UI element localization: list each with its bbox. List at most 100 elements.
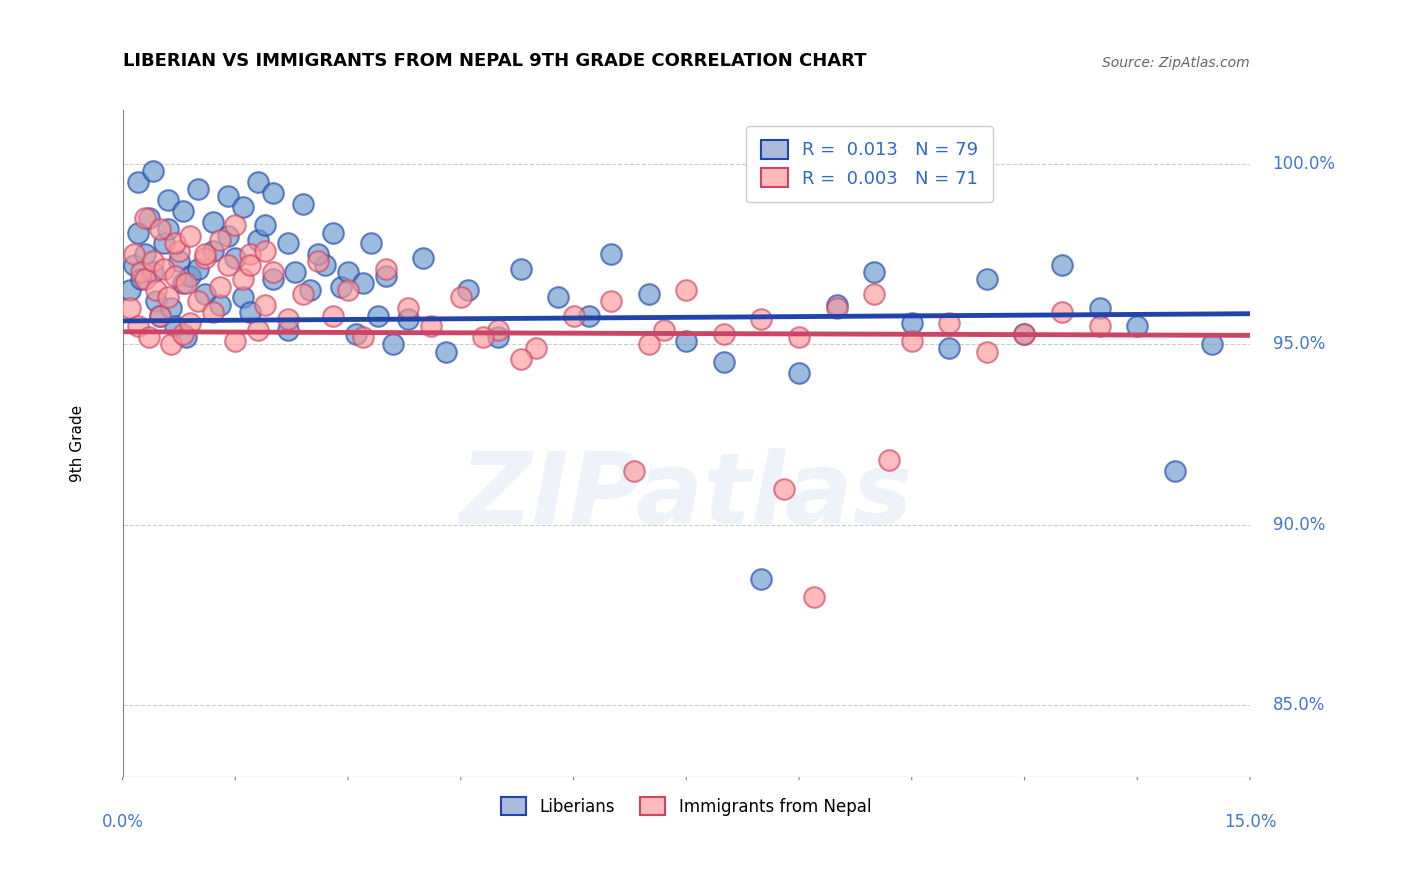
Point (120, 301, 142, 316)
Point (877, 452, 900, 467)
Point (122, 258, 145, 272)
Point (773, 482, 796, 496)
Point (1050, 258, 1073, 272)
Point (187, 261, 209, 276)
Point (172, 203, 194, 218)
Point (232, 200, 254, 214)
Point (486, 330, 509, 344)
Point (938, 316, 960, 330)
Point (344, 326, 367, 341)
Point (787, 366, 810, 380)
Point (145, 294, 167, 309)
Point (713, 355, 735, 369)
Point (396, 301, 419, 316)
Point (412, 251, 434, 265)
Point (217, 189, 239, 203)
Point (179, 229, 201, 244)
Point (277, 236, 299, 251)
Point (179, 316, 201, 330)
Point (172, 326, 194, 341)
Point (156, 290, 179, 304)
Point (524, 341, 547, 355)
Point (127, 175, 149, 189)
Point (142, 254, 165, 268)
Point (262, 186, 284, 200)
Point (187, 182, 209, 196)
Point (160, 337, 183, 351)
Point (138, 211, 160, 226)
Point (246, 323, 269, 337)
Point (246, 233, 269, 247)
Point (138, 330, 160, 344)
Point (291, 196, 314, 211)
Text: 0.0%: 0.0% (101, 814, 143, 831)
Text: LIBERIAN VS IMMIGRANTS FROM NEPAL 9TH GRADE CORRELATION CHART: LIBERIAN VS IMMIGRANTS FROM NEPAL 9TH GR… (122, 52, 866, 70)
Point (277, 323, 299, 337)
Point (562, 309, 585, 323)
Point (509, 351, 531, 366)
Text: 95.0%: 95.0% (1272, 335, 1324, 353)
Point (900, 334, 922, 348)
Point (751, 572, 773, 586)
Point (277, 312, 299, 326)
Point (284, 265, 307, 279)
Point (1201, 337, 1223, 351)
Point (315, 258, 337, 272)
Point (239, 305, 262, 319)
Point (863, 265, 886, 279)
Point (652, 323, 675, 337)
Point (232, 290, 254, 304)
Point (1014, 326, 1036, 341)
Point (825, 298, 848, 312)
Legend: R =  0.013   N = 79, R =  0.003   N = 71: R = 0.013 N = 79, R = 0.003 N = 71 (747, 126, 993, 202)
Point (120, 283, 142, 297)
Text: 85.0%: 85.0% (1272, 696, 1324, 714)
Point (224, 251, 246, 265)
Point (127, 319, 149, 334)
Point (1126, 319, 1149, 334)
Text: 90.0%: 90.0% (1272, 516, 1324, 533)
Point (1088, 319, 1111, 334)
Point (578, 309, 600, 323)
Point (209, 298, 232, 312)
Point (224, 334, 246, 348)
Point (239, 258, 262, 272)
Point (246, 175, 269, 189)
Point (172, 276, 194, 290)
Point (209, 279, 232, 293)
Point (419, 319, 441, 334)
Point (863, 286, 886, 301)
Text: 100.0%: 100.0% (1272, 155, 1336, 173)
Point (134, 211, 156, 226)
Point (187, 294, 209, 309)
Point (337, 265, 360, 279)
Point (149, 222, 172, 236)
Point (134, 272, 156, 286)
Point (322, 309, 344, 323)
Text: 9th Grade: 9th Grade (70, 405, 84, 483)
Text: 15.0%: 15.0% (1223, 814, 1277, 831)
Point (472, 330, 495, 344)
Point (382, 337, 405, 351)
Point (374, 261, 396, 276)
Point (1164, 464, 1187, 478)
Point (165, 268, 187, 283)
Point (165, 319, 187, 334)
Point (217, 258, 239, 272)
Point (179, 268, 201, 283)
Point (134, 247, 156, 261)
Point (254, 298, 277, 312)
Point (291, 286, 314, 301)
Point (122, 247, 145, 261)
Point (262, 272, 284, 286)
Point (337, 283, 360, 297)
Point (352, 330, 374, 344)
Point (194, 247, 217, 261)
Point (156, 222, 179, 236)
Point (131, 272, 153, 286)
Point (600, 247, 623, 261)
Point (165, 236, 187, 251)
Text: ZIPatlas: ZIPatlas (460, 449, 912, 546)
Point (201, 215, 224, 229)
Point (900, 316, 922, 330)
